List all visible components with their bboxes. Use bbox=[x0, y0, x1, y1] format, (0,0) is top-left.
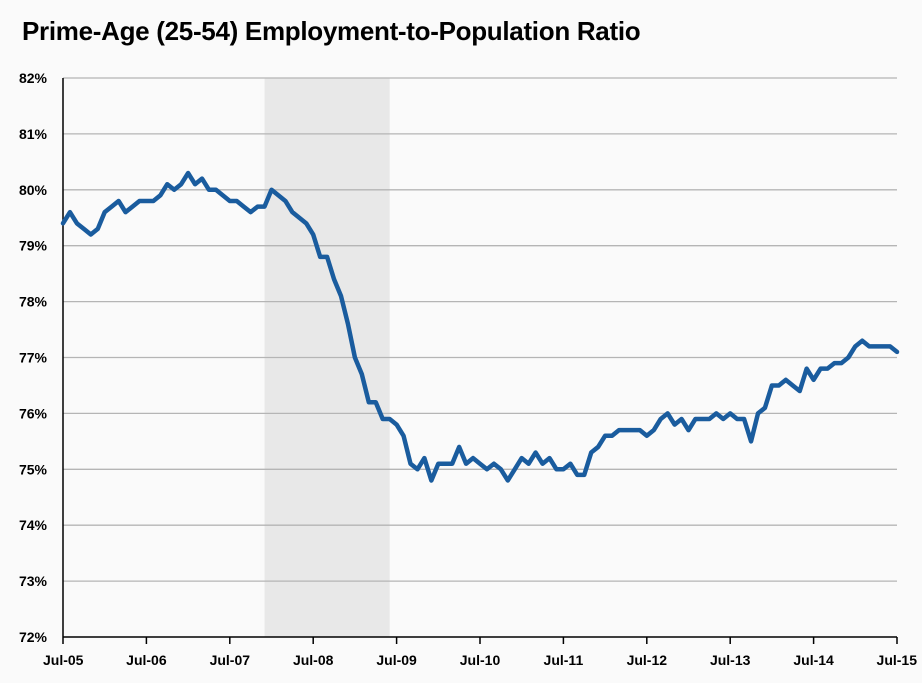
x-tick-label: Jul-06 bbox=[126, 652, 167, 668]
x-tick-label: Jul-10 bbox=[460, 652, 501, 668]
series-line bbox=[60, 170, 900, 483]
y-tick-label: 74% bbox=[19, 517, 48, 533]
y-tick-label: 72% bbox=[19, 629, 48, 645]
axes-layer bbox=[62, 78, 898, 644]
chart-title: Prime-Age (25-54) Employment-to-Populati… bbox=[22, 16, 641, 46]
y-tick-label: 75% bbox=[19, 461, 48, 477]
x-tick-label: Jul-14 bbox=[793, 652, 834, 668]
y-tick-label: 82% bbox=[19, 70, 48, 86]
x-tick-label: Jul-08 bbox=[293, 652, 334, 668]
series-layer bbox=[60, 170, 900, 483]
x-tick-label: Jul-12 bbox=[627, 652, 668, 668]
y-tick-label: 80% bbox=[19, 182, 48, 198]
y-tick-label: 78% bbox=[19, 294, 48, 310]
x-tick-labels-layer: Jul-05 Jul-06 Jul-07 Jul-08 Jul-09 Jul-10 Jul-… bbox=[43, 652, 917, 668]
x-tick-label: Jul-13 bbox=[710, 652, 751, 668]
y-tick-label: 76% bbox=[19, 405, 48, 421]
x-tick-label: Jul-07 bbox=[210, 652, 251, 668]
y-tick-label: 73% bbox=[19, 573, 48, 589]
x-tick-label: Jul-09 bbox=[376, 652, 417, 668]
y-tick-label: 79% bbox=[19, 238, 48, 254]
x-tick-label: Jul-05 bbox=[43, 652, 84, 668]
x-tick-label: Jul-15 bbox=[877, 652, 918, 668]
y-tick-label: 81% bbox=[19, 126, 48, 142]
y-tick-label: 77% bbox=[19, 350, 48, 366]
x-tick-label: Jul-11 bbox=[544, 652, 584, 668]
y-tick-labels-layer: 72% 73% 74% 75% 76% 77% 78% 79% 80% 81% 82% bbox=[19, 70, 48, 645]
gridlines-layer bbox=[63, 77, 897, 582]
